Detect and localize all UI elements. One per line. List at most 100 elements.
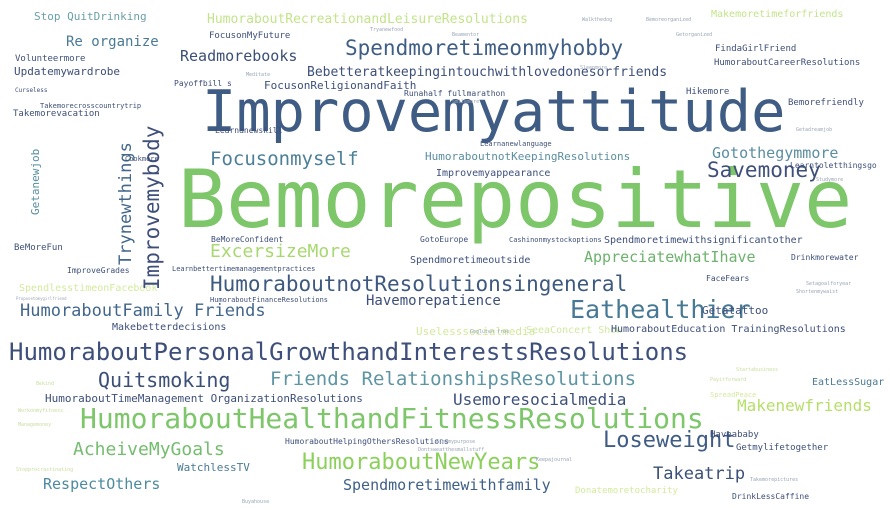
tiny-word: Sleepmore [580,65,608,71]
tiny-word: Buyahouse [242,499,270,505]
word: Haveababy [710,430,759,440]
tiny-word: Smilemore [452,99,480,105]
word: Improvemybody [140,125,164,290]
tiny-word: Shortenmywaist [796,289,839,295]
word: Spendmoretimewithsignificantother [604,235,803,246]
word: Bemorefriendly [788,98,864,108]
word: SpendlesstimeonFacebook [19,283,158,294]
word: HumoraboutTimeManagement OrganizationRes… [45,392,363,405]
word: Spendmoretimeonmyhobby [345,36,624,60]
word: Improvemyattitude [202,79,786,145]
tiny-word: Getorganized [676,32,713,38]
word: Getatattoo [702,304,769,317]
word: AppreciatewhatIhave [584,248,756,266]
word: HumoraboutnotKeepingResolutions [425,150,631,163]
word: Cashinonmystockoptions [509,236,602,244]
word: Payoffbill s [174,79,232,88]
word: Takeatrip [653,464,746,484]
tiny-word: Proposetomygirlfriend [16,296,67,301]
word: Takemorevacation [13,109,100,119]
word: BeMoreConfident [211,235,284,244]
word: RespectOthers [43,475,161,493]
word: Hikemore [686,87,730,97]
tiny-word: Meditate [246,72,271,78]
word: HumoraboutNewYears [302,450,541,475]
tiny-word: Keepajournal [536,457,573,463]
word: Stop QuitDrinking [34,10,147,23]
word: Savemoney [707,158,821,182]
word: SeeaConcert Show [526,325,623,336]
word: Getanewjob [29,148,42,215]
tiny-word: Setagoalforyear [806,281,852,287]
tiny-word: Stopprocrastinating [16,467,74,473]
word: Friends RelationshipsResolutions [270,368,637,390]
word: WatchlessTV [177,461,250,474]
word: Havemorepatience [366,293,501,309]
word: Spendmoretimewithfamily [343,476,551,494]
word: HumoraboutEducation TrainingResolutions [611,324,846,335]
word: Donatemoretocharity [575,486,678,496]
word: Eathealthier [570,295,751,324]
tiny-word: Getadreamjob [796,127,833,133]
word: Runahalf fullmarathon [404,89,506,98]
tiny-word: Walkthedog [582,17,613,23]
word: AcheiveMyGoals [73,439,225,460]
word: EatLessSugar [812,377,885,388]
word: HumoraboutnotResolutionsingeneral [210,272,628,296]
tiny-word: Gogluten free [470,329,510,335]
word: FindaGirlFriend [715,44,797,54]
word: SpreadPeace [710,391,757,399]
word: Usemoresocialmedia [453,390,627,409]
word: FocusonMyFuture [209,31,291,41]
word: BeMoreFun [14,243,63,253]
tiny-word: Takemorepictures [750,477,799,483]
word: HumoraboutCareerResolutions [714,58,861,68]
word: Spendmoretimeoutside [410,255,531,266]
word: Bemorepositive [178,153,853,246]
word: DrinkLessCaffine [732,492,810,501]
word: Volunteermore [15,54,86,64]
tiny-word: Beamentor [452,32,480,38]
word: HumoraboutHelpingOthersResolutions [285,437,449,446]
tiny-word: Tryanewfood [370,27,404,33]
word: Drinkmorewater [791,253,859,262]
word: GotoEurope [420,235,469,244]
word: FocusonReligionandFaith [264,79,417,92]
word: Takemorecrosscountrytrip [40,102,142,110]
tiny-word: Studymore [816,177,844,183]
word: HumoraboutFamily Friends [20,301,266,321]
word: HumoraboutHealthandFitnessResolutions [80,402,704,435]
tiny-word: Managemoney [18,422,52,428]
word: Makemoretimeforfriends [711,9,844,20]
word: ExcersizeMore [210,241,351,262]
word: Bebetteratkeepingintouchwithlovedonesorf… [307,65,668,80]
word: Loseweight [603,428,736,453]
tiny-word: Payitforward [710,377,747,383]
word: Makebetterdecisions [112,322,227,333]
word: HumoraboutRecreationandLeisureResolution… [207,12,528,27]
word: FaceFears [706,274,750,283]
word: Gotothegymmore [712,144,839,162]
word: Uselesssocialmedia [416,325,536,338]
word: Getmylifetogether [736,443,829,453]
word: Focusonmyself [210,148,359,170]
word: Readmorebooks [180,47,298,65]
word: Cookmore [125,155,159,163]
word: HumoraboutFinanceResolutions [210,296,329,304]
word: HumoraboutPersonalGrowthandInterestsReso… [9,338,689,366]
word: Learnbettertimemanagementpractices [172,265,316,273]
word: Re organize [66,34,159,50]
word: Improvemyappearance [436,168,551,179]
tiny-word: Bekind [36,381,55,387]
word: Learnanewlanguage [480,140,552,148]
word: Learnanewskill [215,126,283,135]
tiny-word: Dontsweatthesmallstuff [418,447,485,453]
word: Learntoletthingsgo [790,161,877,170]
tiny-word: Workonmyfitness [18,408,64,414]
tiny-word: Startabusiness [736,367,779,373]
word: Curseless [15,87,48,94]
tiny-word: Bemoreorganized [646,17,692,23]
tiny-word: Findmypurpose [436,439,476,445]
word: Makenewfriends [737,396,872,415]
